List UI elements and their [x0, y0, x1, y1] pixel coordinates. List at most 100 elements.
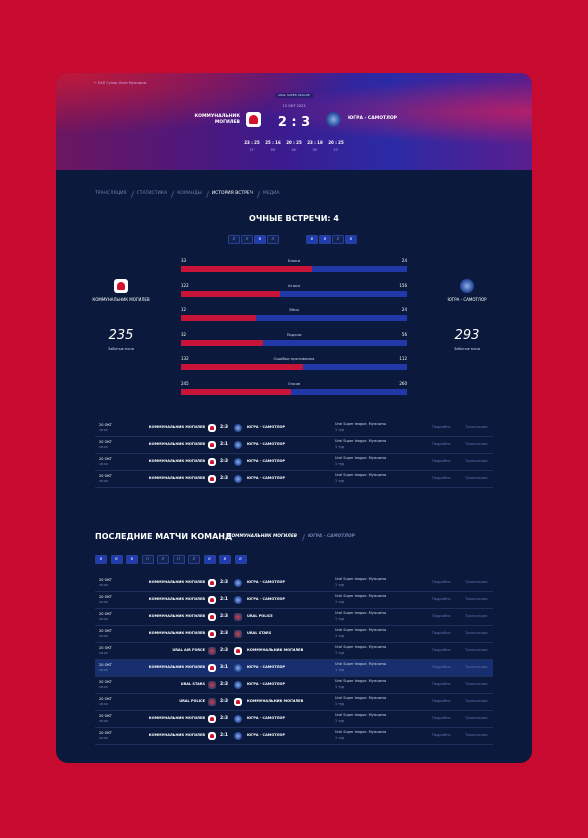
details-link[interactable]: Подробно	[432, 597, 451, 601]
match-score: 2:3	[219, 579, 229, 585]
breadcrumb[interactable]: ← ЕХЛ Супер Лига Мужчины	[94, 81, 147, 85]
details-link[interactable]: Подробно	[432, 699, 451, 703]
away-team: ЮГРА - САМОТЛОР	[247, 716, 286, 720]
logo-mark	[209, 631, 215, 637]
form-badge: В	[254, 235, 266, 244]
team-logo	[208, 681, 216, 689]
team-logo	[326, 112, 341, 127]
tournament: Ural Super league. Мужчины	[335, 577, 387, 581]
set-time: 25'	[333, 148, 339, 152]
stat-bar-home	[181, 388, 291, 395]
details-link[interactable]: Подробно	[432, 580, 451, 584]
away-team: КОММУНАЛЬНИК МОГИЛЕВ	[247, 648, 304, 652]
tab[interactable]: ТРАНСЛЯЦИЯ	[95, 191, 127, 196]
match-score: 2:3	[219, 630, 229, 636]
round: 1 тур	[335, 668, 345, 672]
round: 1 тур	[335, 685, 345, 689]
match-time: 18:00	[99, 583, 108, 587]
tournament: Ural Super league. Мужчины	[335, 628, 387, 632]
match-row: 20 ОКТ 18:00 КОММУНАЛЬНИК МОГИЛЕВ 2:3 ЮГРА -…	[95, 711, 493, 728]
tab[interactable]: СТАТИСТИКА	[136, 191, 168, 196]
details-link[interactable]: Подробно	[432, 425, 451, 429]
tab[interactable]: МЕДИА	[262, 191, 280, 196]
form-badge: П	[157, 555, 169, 564]
stream-link[interactable]: Трансляция	[465, 580, 488, 584]
round: 1 тур	[335, 702, 345, 706]
team-logo	[234, 596, 242, 604]
team-name: ЮГРА - САМОТЛОР	[447, 297, 487, 302]
stat-away: 112	[399, 356, 407, 361]
details-link[interactable]: Подробно	[432, 631, 451, 635]
match-score: 2:1	[219, 596, 229, 602]
home-team: КОММУНАЛЬНИК МОГИЛЕВ	[194, 114, 240, 125]
tournament: Ural Super league. Мужчины	[335, 713, 387, 717]
team-tab[interactable]: КОММУНАЛЬНИК МОГИЛЕВ	[228, 534, 298, 539]
stat-bar-away	[280, 290, 407, 297]
round: 1 тур	[335, 736, 345, 740]
details-link[interactable]: Подробно	[432, 733, 451, 737]
home-team: КОММУНАЛЬНИК МОГИЛЕВ	[148, 459, 205, 463]
team-tab[interactable]: ЮГРА - САМОТЛОР	[308, 534, 355, 539]
tab[interactable]: КОМАНДЫ	[177, 191, 202, 196]
stream-link[interactable]: Трансляция	[465, 682, 488, 686]
details-link[interactable]: Подробно	[432, 682, 451, 686]
match-time: 18:00	[99, 719, 108, 723]
stream-link[interactable]: Трансляция	[465, 665, 488, 669]
stream-link[interactable]: Трансляция	[465, 597, 488, 601]
team-logo	[234, 681, 242, 689]
stream-link[interactable]: Трансляция	[465, 648, 488, 652]
tournament: Ural Super league. Мужчины	[335, 594, 387, 598]
stat-home: 32	[181, 331, 187, 337]
tournament: Ural Super league. Мужчины	[335, 679, 387, 683]
goals-total: 235	[108, 328, 134, 343]
stream-link[interactable]: Трансляция	[465, 425, 488, 429]
home-team: КОММУНАЛЬНИК МОГИЛЕВ	[148, 614, 205, 618]
tab[interactable]: ИСТОРИЯ ВСТРЕЧ	[211, 191, 253, 196]
stream-link[interactable]: Трансляция	[465, 699, 488, 703]
stream-link[interactable]: Трансляция	[465, 631, 488, 635]
goals-label: Забитые мячи	[108, 347, 134, 351]
form-badge: П	[172, 555, 185, 564]
logo-mark	[209, 425, 215, 431]
details-link[interactable]: Подробно	[432, 442, 451, 446]
details-link[interactable]: Подробно	[432, 648, 451, 652]
details-link[interactable]: Подробно	[432, 459, 451, 463]
stream-link[interactable]: Трансляция	[465, 614, 488, 618]
stat-bar-home	[181, 339, 264, 346]
tab-separator	[256, 191, 260, 198]
match-score: 2:3	[219, 458, 229, 464]
details-link[interactable]: Подробно	[432, 665, 451, 669]
stat-bar-away	[311, 266, 407, 272]
match-row: 20 ОКТ 18:00 КОММУНАЛЬНИК МОГИЛЕВ 2:3 ЮГРА -…	[95, 471, 493, 488]
details-link[interactable]: Подробно	[432, 614, 451, 618]
round: 1 тур	[335, 445, 345, 449]
stream-link[interactable]: Трансляция	[465, 716, 488, 720]
set-time: 28'	[270, 148, 276, 152]
form-badge: В	[306, 235, 318, 244]
details-link[interactable]: Подробно	[432, 716, 451, 720]
team-logo	[460, 279, 474, 293]
home-team: КОММУНАЛЬНИК МОГИЛЕВ	[148, 733, 205, 737]
details-link[interactable]: Подробно	[432, 476, 451, 480]
tab-separator	[171, 191, 174, 198]
team-logo	[234, 441, 242, 449]
team-logo	[208, 475, 216, 483]
away-team: URAL STARS	[247, 631, 272, 635]
stream-link[interactable]: Трансляция	[465, 442, 488, 446]
team-logo	[234, 715, 242, 723]
logo-mark	[235, 648, 241, 654]
stream-link[interactable]: Трансляция	[465, 476, 488, 480]
stat-home: 122	[181, 282, 189, 288]
match-score: 2:3	[219, 647, 229, 653]
match-score: 3:1	[219, 664, 229, 670]
match-score: 2:1	[219, 441, 229, 447]
stat-label: Очков	[287, 380, 301, 386]
match-time: 18:00	[99, 651, 108, 655]
stat-home: 245	[181, 380, 189, 386]
stream-link[interactable]: Трансляция	[465, 733, 488, 737]
section-title: ОЧНЫЕ ВСТРЕЧИ: 4	[249, 214, 339, 223]
stream-link[interactable]: Трансляция	[465, 459, 488, 463]
team-logo	[208, 630, 216, 638]
match-time: 18:00	[99, 479, 108, 483]
match-score: 2:3	[219, 698, 229, 704]
